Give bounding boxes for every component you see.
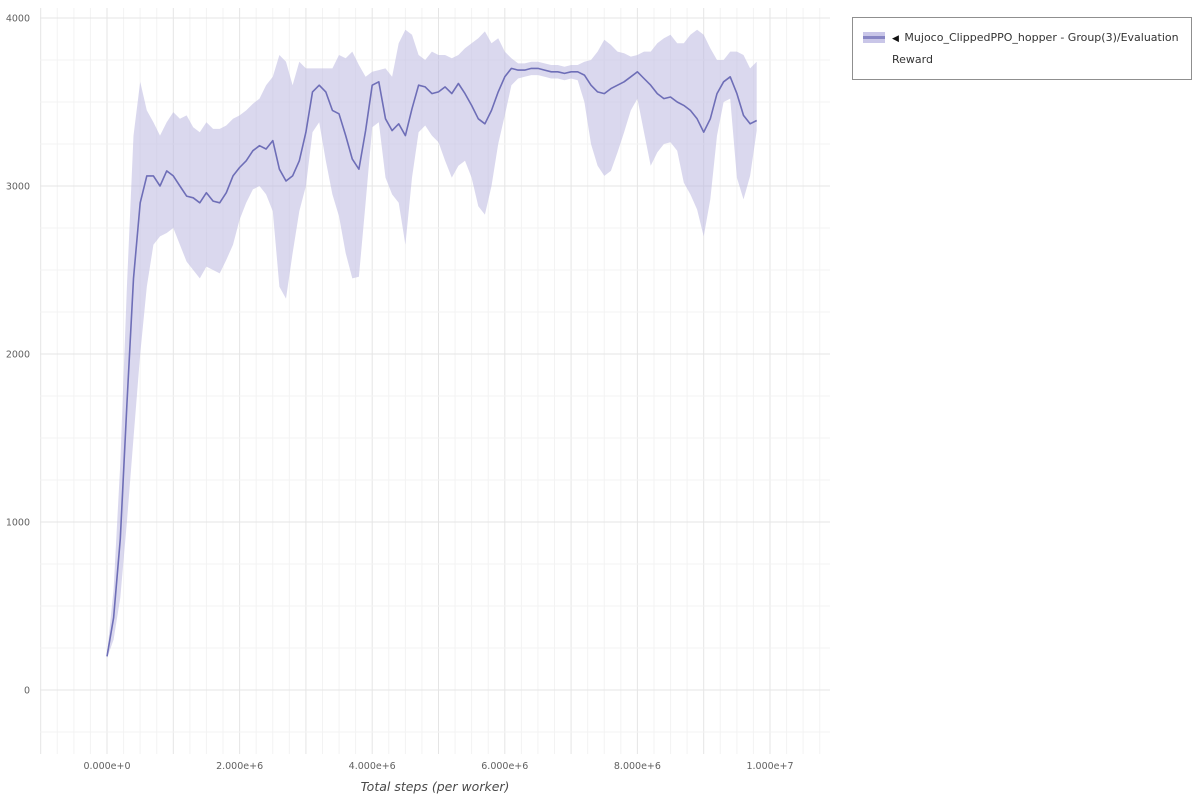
band-path [107,29,757,659]
x-tick-label: 4.000e+6 [349,761,396,772]
x-tick-labels: 0.000e+0 2.000e+6 4.000e+6 6.000e+6 8.000e+6… [83,761,793,772]
x-tick-label: 0.000e+0 [83,761,130,772]
x-tick-label: 6.000e+6 [481,761,528,772]
legend-label-text: Mujoco_ClippedPPO_hopper - Group(3)/Eval… [892,31,1179,66]
y-tick-label: 3000 [6,182,30,193]
line-path [106,67,758,657]
x-axis-title: Total steps (per worker) [360,779,510,794]
x-tick-label: 8.000e+6 [614,761,661,772]
confidence-band [107,29,757,659]
legend-swatch-band [863,32,885,43]
chart[interactable]: 0.000e+0 2.000e+6 4.000e+6 6.000e+6 8.000e+6… [0,0,840,800]
legend: ◀ Mujoco_ClippedPPO_hopper - Group(3)/Ev… [852,17,1192,80]
legend-label: ◀ Mujoco_ClippedPPO_hopper - Group(3)/Ev… [892,27,1181,70]
legend-collapse-icon[interactable]: ◀ [892,34,899,44]
x-tick-label: 1.000e+7 [746,761,793,772]
y-tick-label: 2000 [6,350,30,361]
x-tick-label: 2.000e+6 [216,761,263,772]
legend-item[interactable]: ◀ Mujoco_ClippedPPO_hopper - Group(3)/Ev… [863,27,1181,70]
y-tick-label: 4000 [6,14,30,25]
mean-line [106,67,758,657]
y-tick-label: 1000 [6,518,30,529]
legend-swatch-line [863,36,885,39]
y-tick-label: 0 [24,686,30,697]
y-tick-labels: 0 1000 2000 3000 4000 [6,14,30,697]
